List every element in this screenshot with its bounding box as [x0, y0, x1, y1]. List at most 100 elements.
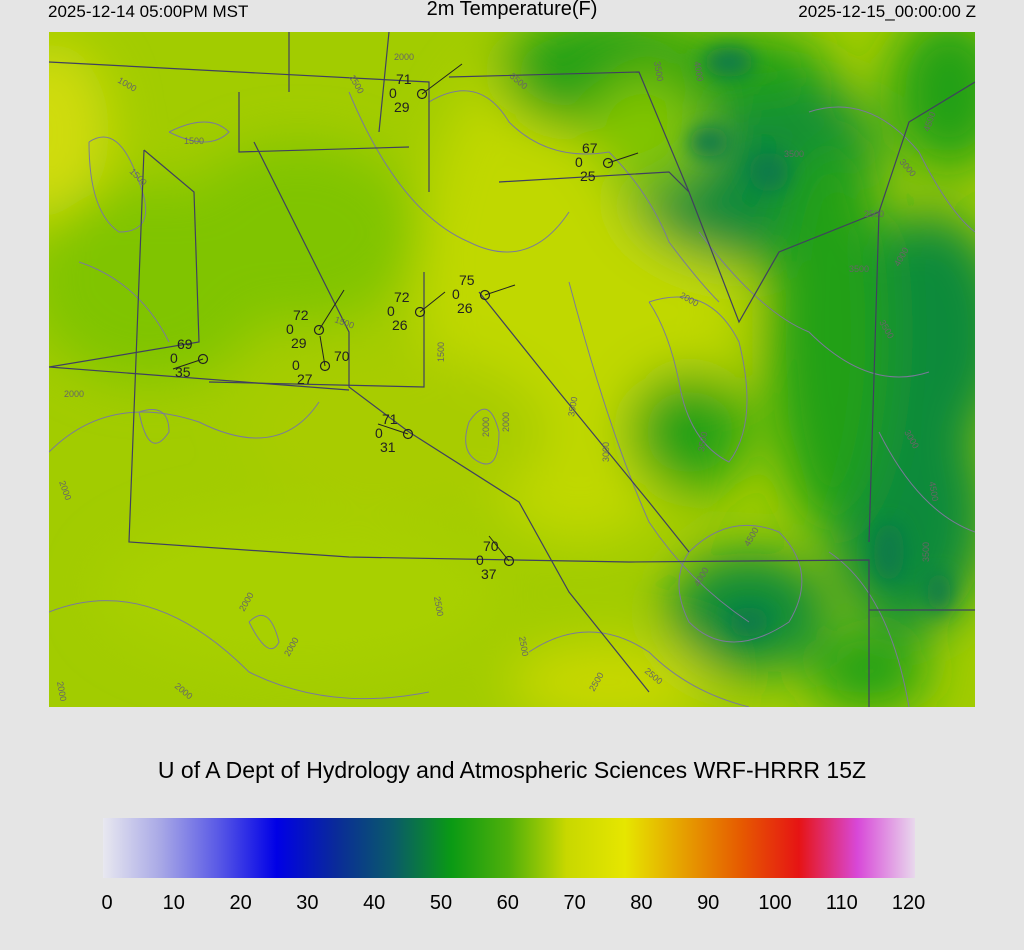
station-pressure: 0	[286, 321, 294, 337]
model-credit: U of A Dept of Hydrology and Atmospheric…	[157, 757, 867, 783]
contour-label: 3500	[921, 542, 931, 562]
color-scale-tick: 50	[429, 892, 453, 914]
contour-line	[648, 296, 748, 463]
station-dewpoint: 26	[457, 300, 473, 316]
station-circle-icon	[416, 88, 428, 100]
contour-line	[49, 600, 430, 700]
contour-label: 2000	[55, 681, 68, 702]
road-line	[498, 171, 690, 193]
contour-label: 3500	[696, 431, 709, 452]
contour-line	[168, 121, 230, 143]
station-circle-icon	[197, 353, 209, 365]
color-scale-tick: 120	[891, 892, 926, 914]
color-scale-tick: 0	[101, 892, 113, 914]
wind-barb-icon	[377, 423, 409, 435]
contour-line	[88, 136, 147, 233]
wind-barb-icon	[488, 535, 510, 562]
station-plots: 7102967025750267202672029700276903571031…	[170, 63, 639, 582]
station-circle-icon	[503, 555, 515, 567]
contour-line	[248, 614, 280, 650]
station-dewpoint: 27	[297, 371, 313, 387]
station-temperature: 71	[396, 71, 412, 87]
station-dewpoint: 35	[175, 364, 191, 380]
station-dewpoint: 37	[481, 566, 497, 582]
road-line	[878, 81, 975, 213]
contour-label: 1500	[436, 342, 446, 362]
local-time: 2025-12-14 05:00PM MST	[48, 2, 249, 21]
station-pressure: 0	[170, 350, 178, 366]
color-scale-tick: 90	[697, 892, 720, 914]
station-temperature: 67	[582, 140, 598, 156]
color-scale-tick: 40	[363, 892, 386, 914]
contour-line	[878, 431, 975, 533]
color-scale-tick: 80	[630, 892, 653, 914]
road-line	[253, 141, 650, 693]
station-temperature: 70	[334, 348, 350, 364]
station-circle-icon	[319, 360, 331, 372]
station-pressure: 0	[575, 154, 583, 170]
station-pressure: 0	[476, 552, 484, 568]
contour-label: 4000	[692, 61, 705, 82]
station-temperature: 72	[293, 307, 309, 323]
temperature-region	[249, 352, 549, 512]
station-plot[interactable]: 70 027	[292, 335, 350, 387]
temperature-region	[99, 512, 499, 672]
contour-line	[528, 631, 750, 707]
station-pressure: 0	[452, 286, 460, 302]
contour-line	[568, 281, 750, 623]
contour-line	[78, 261, 170, 343]
cold-peak	[927, 572, 951, 612]
road-line	[128, 149, 870, 707]
color-scale-ticks: 0 10 20 30 40 50 60 70 80 90 100 110 120	[0, 892, 1024, 922]
station-dewpoint: 29	[291, 335, 307, 351]
contour-label: 1500	[184, 136, 204, 146]
temperature-region	[49, 42, 109, 222]
cold-peak	[874, 522, 904, 582]
station-pressure: 0	[292, 357, 300, 373]
station-temperature: 75	[459, 272, 475, 288]
contour-line	[138, 409, 170, 444]
station-pressure: 0	[387, 303, 395, 319]
contour-label: 2500	[432, 596, 445, 617]
station-circle-icon	[479, 289, 491, 301]
contour-label: 2000	[64, 389, 84, 399]
color-scale-tick: 30	[296, 892, 319, 914]
road-line	[478, 291, 690, 553]
cold-peak	[749, 152, 789, 192]
contour-label: 3500	[849, 264, 869, 274]
station-pressure: 0	[375, 425, 383, 441]
color-scale-tick: 20	[229, 892, 252, 914]
contour-label: 3500	[784, 149, 804, 159]
temperature-region	[629, 372, 749, 492]
cold-peak	[704, 47, 754, 77]
station-dewpoint: 25	[580, 168, 596, 184]
station-dewpoint: 29	[394, 99, 410, 115]
station-circle-icon	[313, 324, 325, 336]
contour-label: 2000	[481, 417, 491, 437]
station-temperature: 71	[382, 411, 398, 427]
map-title: 2m Temperature(F)	[426, 0, 598, 20]
contour-line	[465, 408, 500, 465]
contour-line	[49, 401, 320, 453]
color-scale-bar	[103, 818, 915, 878]
color-scale-tick: 10	[162, 892, 185, 914]
contour-label: 2000	[394, 52, 414, 62]
contour-line	[808, 106, 975, 233]
color-scale-tick: 70	[563, 892, 586, 914]
station-dewpoint: 31	[380, 439, 396, 455]
road-line	[49, 61, 430, 192]
contour-label: 2500	[517, 636, 530, 657]
temperature-region	[769, 132, 889, 532]
contour-line	[678, 524, 803, 643]
wind-barb-icon	[172, 358, 204, 370]
contour-line	[828, 551, 910, 707]
wind-barb-icon	[419, 291, 446, 313]
